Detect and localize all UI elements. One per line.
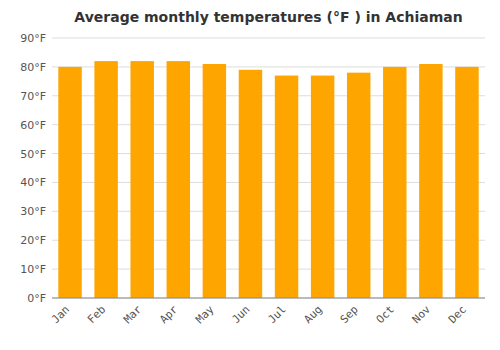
- bar: [58, 67, 81, 298]
- grid-line: [52, 38, 485, 39]
- x-tick-label: Oct: [374, 303, 397, 326]
- chart: Average monthly temperatures (°F ) in Ac…: [0, 0, 500, 350]
- bar: [419, 64, 442, 298]
- x-tick-label: Sep: [338, 303, 361, 326]
- y-tick-label: 0°F: [27, 292, 46, 305]
- grid-line: [52, 298, 485, 299]
- x-tick-label: Apr: [157, 303, 181, 327]
- bar: [94, 61, 117, 298]
- x-tick-label: Jan: [49, 303, 72, 326]
- y-tick-label: 10°F: [20, 263, 46, 276]
- x-tick-label: Aug: [302, 303, 325, 326]
- bar: [130, 61, 153, 298]
- y-tick-label: 80°F: [20, 61, 46, 74]
- x-tick-label: Nov: [410, 303, 434, 327]
- y-tick-label: 20°F: [20, 234, 46, 247]
- bars: [58, 61, 478, 298]
- x-axis-line: [52, 298, 485, 299]
- y-tick-label: 40°F: [20, 176, 46, 189]
- x-tick-label: May: [193, 303, 217, 327]
- grid: [52, 38, 485, 298]
- x-tick-label: Mar: [121, 303, 145, 327]
- bar: [311, 76, 334, 298]
- y-tick-label: 60°F: [20, 119, 46, 132]
- bar: [455, 67, 478, 298]
- y-tick-label: 70°F: [20, 90, 46, 103]
- x-tick-label: Dec: [446, 303, 469, 326]
- x-tick-label: Feb: [85, 303, 108, 326]
- bar: [275, 76, 298, 298]
- bar: [347, 73, 370, 298]
- x-tick-label: Jun: [229, 303, 252, 326]
- y-tick-label: 30°F: [20, 205, 46, 218]
- bar: [167, 61, 190, 298]
- bar: [203, 64, 226, 298]
- title: Average monthly temperatures (°F ) in Ac…: [74, 9, 462, 25]
- bar: [383, 67, 406, 298]
- x-axis: Jan Feb Mar Apr May Jun Jul Aug Sep Oct Nov Dec: [49, 303, 469, 327]
- bar: [239, 70, 262, 298]
- y-tick-label: 90°F: [20, 32, 46, 45]
- y-tick-label: 50°F: [20, 148, 46, 161]
- y-axis: 0°F 10°F 20°F 30°F 40°F 50°F 60°F 70°F 80°F 90°F: [20, 32, 46, 305]
- x-tick-label: Jul: [265, 303, 288, 326]
